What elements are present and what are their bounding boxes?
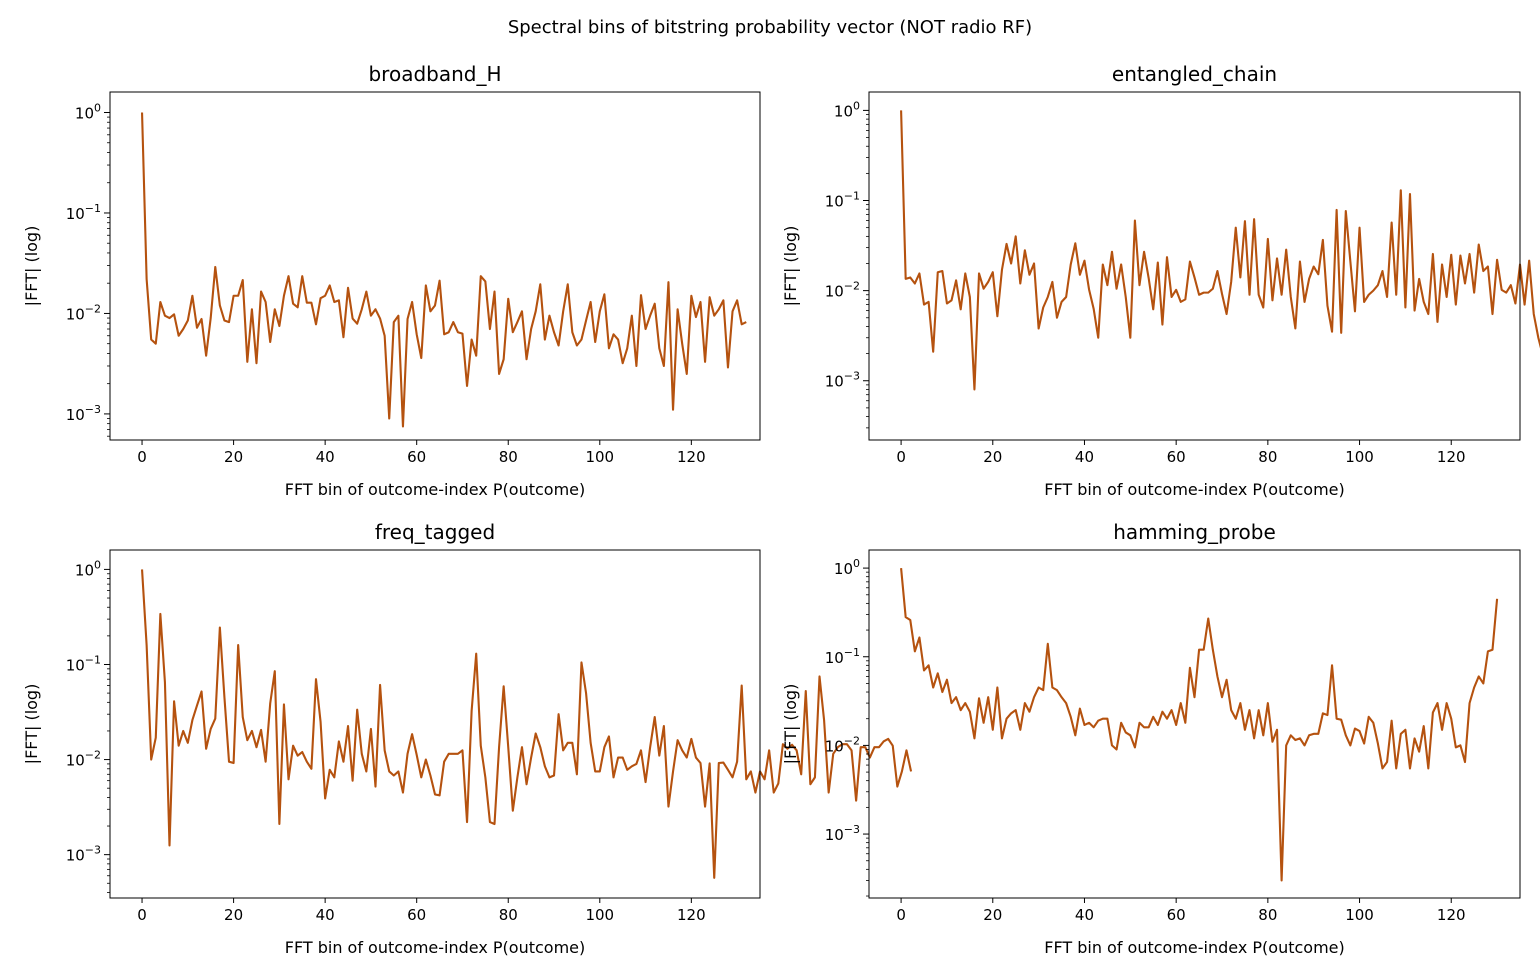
x-tick-label: 100 xyxy=(1345,906,1374,924)
x-tick-label: 20 xyxy=(224,448,243,466)
x-tick-label: 120 xyxy=(677,448,706,466)
subplot-title: freq_tagged xyxy=(375,520,495,544)
y-axis-label: |FFT| (log) xyxy=(781,226,800,307)
x-tick-label: 40 xyxy=(316,906,335,924)
x-tick-label: 40 xyxy=(1075,448,1094,466)
x-tick-label: 80 xyxy=(1258,906,1277,924)
y-tick-label: 100 xyxy=(834,99,860,120)
subplot-3: freq_tagged 0 20 40 60 80 100 120 10−3 10−2 10−1 10… xyxy=(22,520,913,957)
subplot-2: entangled_chain 0 20 40 60 80 100 120 10−3 10−2 10… xyxy=(781,62,1540,499)
subplot-title: entangled_chain xyxy=(1112,62,1277,86)
x-tick-label: 0 xyxy=(896,906,906,924)
y-tick-label: 100 xyxy=(75,558,101,579)
x-tick-label: 120 xyxy=(1437,448,1466,466)
axes-frame xyxy=(109,549,761,899)
x-tick-label: 60 xyxy=(1167,906,1186,924)
x-tick-label: 20 xyxy=(224,906,243,924)
y-tick-label: 10−3 xyxy=(66,403,101,424)
x-tick-label: 20 xyxy=(983,906,1002,924)
x-tick-label: 120 xyxy=(677,906,706,924)
x-axis-label: FFT bin of outcome-index P(outcome) xyxy=(285,938,586,957)
x-tick-label: 0 xyxy=(137,906,147,924)
x-tick-label: 60 xyxy=(407,448,426,466)
y-tick-label: 10−1 xyxy=(66,653,101,674)
x-tick-label: 80 xyxy=(499,906,518,924)
y-axis-label: |FFT| (log) xyxy=(22,684,41,765)
y-tick-label: 10−1 xyxy=(825,190,860,211)
x-tick-label: 80 xyxy=(499,448,518,466)
axes-frame xyxy=(868,91,1521,441)
x-tick-label: 0 xyxy=(137,448,147,466)
y-tick-label: 10−3 xyxy=(825,823,860,844)
series-line xyxy=(900,110,1540,391)
subplot-title: hamming_probe xyxy=(1113,520,1276,544)
series-line xyxy=(140,112,747,428)
series-line xyxy=(140,569,913,879)
x-tick-label: 60 xyxy=(407,906,426,924)
y-tick-label: 10−3 xyxy=(66,844,101,865)
x-tick-label: 100 xyxy=(585,448,614,466)
x-axis-label: FFT bin of outcome-index P(outcome) xyxy=(1044,938,1345,957)
x-axis-label: FFT bin of outcome-index P(outcome) xyxy=(1044,480,1345,499)
series-line xyxy=(900,568,1499,882)
x-tick-label: 100 xyxy=(1345,448,1374,466)
x-tick-label: 120 xyxy=(1437,906,1466,924)
y-axis-label: |FFT| (log) xyxy=(22,226,41,307)
y-tick-label: 10−1 xyxy=(66,202,101,223)
x-tick-label: 100 xyxy=(585,906,614,924)
y-tick-label: 10−1 xyxy=(825,646,860,667)
axes-frame xyxy=(868,549,1521,899)
subplot-1: broadband_H 0 20 40 60 80 100 120 10−3 10−2 10−1 10… xyxy=(22,62,761,499)
y-axis-label: |FFT| (log) xyxy=(781,684,800,765)
y-tick-label: 100 xyxy=(834,557,860,578)
y-tick-label: 10−2 xyxy=(825,734,860,755)
x-tick-label: 0 xyxy=(896,448,906,466)
x-tick-label: 80 xyxy=(1258,448,1277,466)
y-tick-label: 10−2 xyxy=(66,302,101,323)
x-tick-label: 40 xyxy=(1075,906,1094,924)
x-tick-label: 20 xyxy=(983,448,1002,466)
axes-frame xyxy=(109,91,761,441)
y-tick-label: 10−2 xyxy=(66,749,101,770)
figure-title: Spectral bins of bitstring probability v… xyxy=(507,17,1033,38)
y-tick-label: 100 xyxy=(75,102,101,123)
x-axis-label: FFT bin of outcome-index P(outcome) xyxy=(285,480,586,499)
x-tick-label: 60 xyxy=(1167,448,1186,466)
subplot-4: hamming_probe 0 20 40 60 80 100 120 10−3 10−2 10−1… xyxy=(781,520,1521,957)
y-tick-label: 10−3 xyxy=(825,370,860,391)
y-tick-label: 10−2 xyxy=(825,280,860,301)
subplot-title: broadband_H xyxy=(368,62,501,86)
x-tick-label: 40 xyxy=(316,448,335,466)
